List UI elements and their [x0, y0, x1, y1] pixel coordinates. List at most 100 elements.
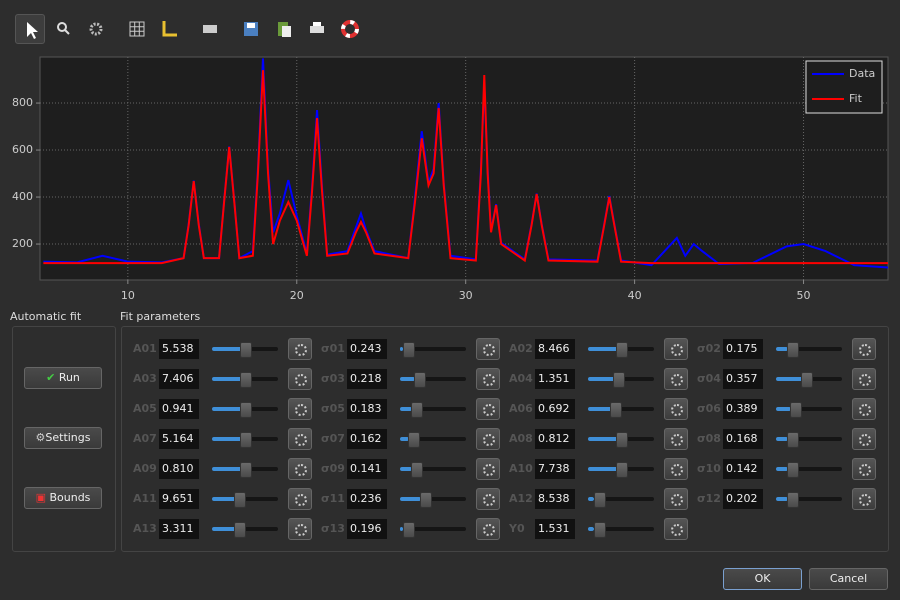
slider-fill [400, 497, 421, 501]
param-value: 7.738 [535, 459, 575, 479]
slider-fill [400, 467, 412, 471]
save-tool[interactable] [236, 14, 266, 44]
param-value: 0.810 [159, 459, 199, 479]
slider[interactable] [776, 432, 842, 448]
param-value: 0.941 [159, 399, 199, 419]
param-settings-button[interactable] [476, 398, 500, 420]
param-value: 0.357 [723, 369, 763, 389]
slider[interactable] [776, 492, 842, 508]
cancel-button[interactable]: Cancel [809, 568, 888, 590]
param-name: σ01 [321, 342, 345, 355]
param-settings-button[interactable] [664, 488, 688, 510]
slider[interactable] [400, 342, 466, 358]
param-settings-button[interactable] [288, 518, 312, 540]
slider-fill [400, 347, 403, 351]
slider[interactable] [588, 402, 654, 418]
zoom-tool[interactable] [48, 14, 78, 44]
param-name: A13 [133, 522, 157, 535]
param-name: A08 [509, 432, 533, 445]
param-settings-button[interactable] [664, 338, 688, 360]
slider[interactable] [776, 342, 842, 358]
slider-handle [402, 522, 415, 538]
slider[interactable] [588, 372, 654, 388]
param-settings-button[interactable] [288, 368, 312, 390]
param-settings-button[interactable] [476, 488, 500, 510]
axes-tool[interactable] [155, 14, 185, 44]
legend-box [805, 60, 883, 114]
bounds-button[interactable]: ▣ Bounds [24, 487, 102, 509]
slider-handle [411, 402, 424, 418]
slider-fill [776, 407, 791, 411]
slider-fill [588, 347, 618, 351]
slider[interactable] [212, 372, 278, 388]
settings-button[interactable]: ⚙Settings [24, 427, 102, 449]
slider[interactable] [212, 462, 278, 478]
slider-handle [613, 372, 626, 388]
help-tool[interactable] [335, 14, 365, 44]
param-settings-button[interactable] [288, 458, 312, 480]
param-settings-button[interactable] [476, 368, 500, 390]
slider[interactable] [776, 462, 842, 478]
run-button[interactable]: ✔ Run [24, 367, 102, 389]
param-settings-button[interactable] [476, 458, 500, 480]
slider[interactable] [212, 432, 278, 448]
ok-button[interactable]: OK [723, 568, 802, 590]
slider[interactable] [212, 522, 278, 538]
legend-tool[interactable] [195, 14, 225, 44]
param-settings-button[interactable] [852, 428, 876, 450]
param-value: 0.196 [347, 519, 387, 539]
param-settings-button[interactable] [476, 338, 500, 360]
param-settings-button[interactable] [476, 518, 500, 540]
param-settings-button[interactable] [664, 518, 688, 540]
param-settings-button[interactable] [288, 398, 312, 420]
param-settings-button[interactable] [288, 428, 312, 450]
slider[interactable] [212, 402, 278, 418]
param-settings-button[interactable] [476, 428, 500, 450]
slider[interactable] [588, 522, 654, 538]
slider-handle [234, 522, 247, 538]
slider-handle [787, 462, 800, 478]
param-name: A05 [133, 402, 157, 415]
slider[interactable] [400, 522, 466, 538]
param-value: 0.168 [723, 429, 763, 449]
slider[interactable] [776, 372, 842, 388]
slider[interactable] [400, 372, 466, 388]
param-settings-button[interactable] [664, 458, 688, 480]
slider-handle [240, 402, 252, 418]
slider[interactable] [212, 492, 278, 508]
param-name: σ13 [321, 522, 345, 535]
param-settings-button[interactable] [852, 488, 876, 510]
param-settings-button[interactable] [664, 398, 688, 420]
settings-tool[interactable] [81, 14, 111, 44]
param-settings-button[interactable] [664, 368, 688, 390]
slider[interactable] [588, 432, 654, 448]
param-settings-button[interactable] [288, 338, 312, 360]
param-settings-button[interactable] [852, 368, 876, 390]
slider[interactable] [588, 342, 654, 358]
param-settings-button[interactable] [852, 338, 876, 360]
slider[interactable] [212, 342, 278, 358]
slider-fill [588, 407, 612, 411]
export-tool[interactable] [269, 14, 299, 44]
slider[interactable] [400, 402, 466, 418]
pointer-tool[interactable] [15, 14, 45, 44]
print-tool[interactable] [302, 14, 332, 44]
slider-handle [610, 402, 623, 418]
slider[interactable] [400, 492, 466, 508]
param-settings-button[interactable] [288, 488, 312, 510]
slider-handle [593, 522, 606, 538]
slider[interactable] [588, 492, 654, 508]
grid-tool[interactable] [122, 14, 152, 44]
param-value: 0.162 [347, 429, 387, 449]
slider-handle [616, 342, 628, 358]
param-value: 8.538 [535, 489, 575, 509]
slider[interactable] [400, 432, 466, 448]
slider-fill [588, 377, 615, 381]
slider[interactable] [400, 462, 466, 478]
slider[interactable] [776, 402, 842, 418]
param-settings-button[interactable] [852, 458, 876, 480]
slider[interactable] [588, 462, 654, 478]
param-settings-button[interactable] [664, 428, 688, 450]
param-settings-button[interactable] [852, 398, 876, 420]
param-name: σ06 [697, 402, 721, 415]
